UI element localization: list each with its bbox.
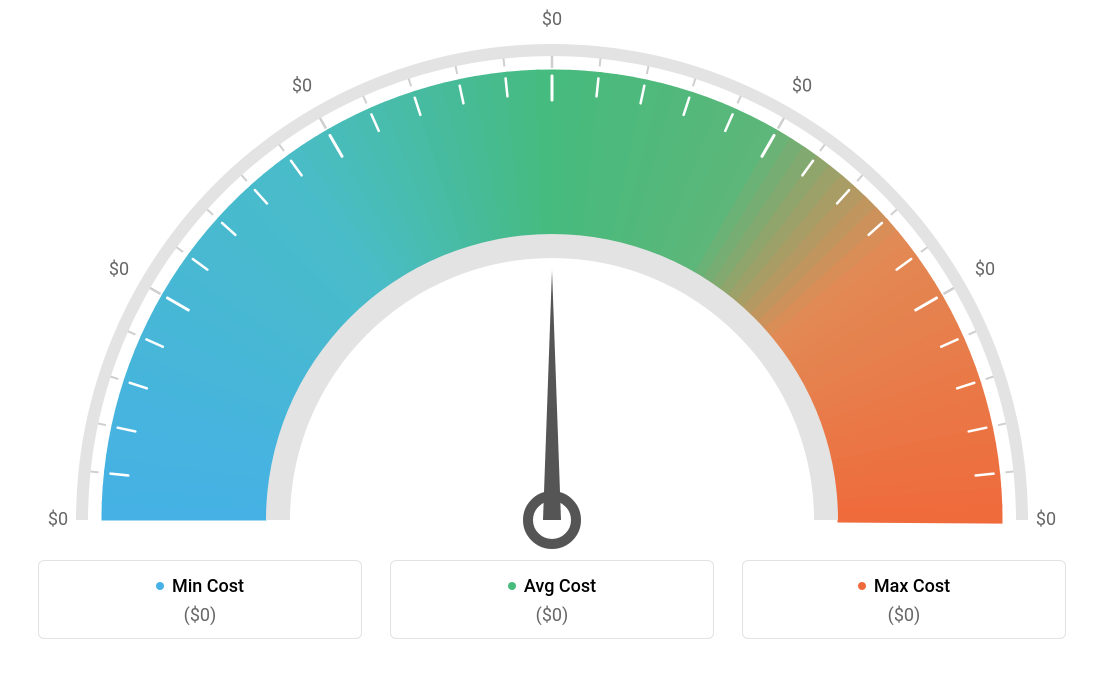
legend-label-min-text: Min Cost: [172, 576, 244, 597]
legend-box-min: Min Cost ($0): [38, 560, 362, 639]
svg-text:$0: $0: [109, 259, 129, 280]
cost-gauge-container: $0 $0 $0 $0 $0 $0 $0 Min Cost ($0) Avg Cost ($…: [0, 0, 1104, 690]
legend-label-avg-text: Avg Cost: [524, 576, 596, 597]
legend-box-avg: Avg Cost ($0): [390, 560, 714, 639]
legend-box-max: Max Cost ($0): [742, 560, 1066, 639]
legend-value-max: ($0): [753, 605, 1055, 626]
legend-label-min: Min Cost: [156, 576, 244, 597]
legend-label-avg: Avg Cost: [508, 576, 596, 597]
gauge-svg: $0 $0 $0 $0 $0 $0 $0: [0, 0, 1104, 560]
legend-dot-min: [156, 582, 164, 590]
svg-text:$0: $0: [792, 76, 812, 97]
legend-label-max-text: Max Cost: [874, 576, 950, 597]
svg-text:$0: $0: [1036, 509, 1056, 530]
legend-value-avg: ($0): [401, 605, 703, 626]
svg-text:$0: $0: [542, 9, 562, 30]
svg-text:$0: $0: [292, 76, 312, 97]
legend-label-max: Max Cost: [858, 576, 950, 597]
gauge-chart: $0 $0 $0 $0 $0 $0 $0: [0, 0, 1104, 560]
svg-text:$0: $0: [48, 509, 68, 530]
legend-value-min: ($0): [49, 605, 351, 626]
legend-dot-max: [858, 582, 866, 590]
legend-row: Min Cost ($0) Avg Cost ($0) Max Cost ($0…: [0, 560, 1104, 639]
legend-dot-avg: [508, 582, 516, 590]
svg-text:$0: $0: [975, 259, 995, 280]
